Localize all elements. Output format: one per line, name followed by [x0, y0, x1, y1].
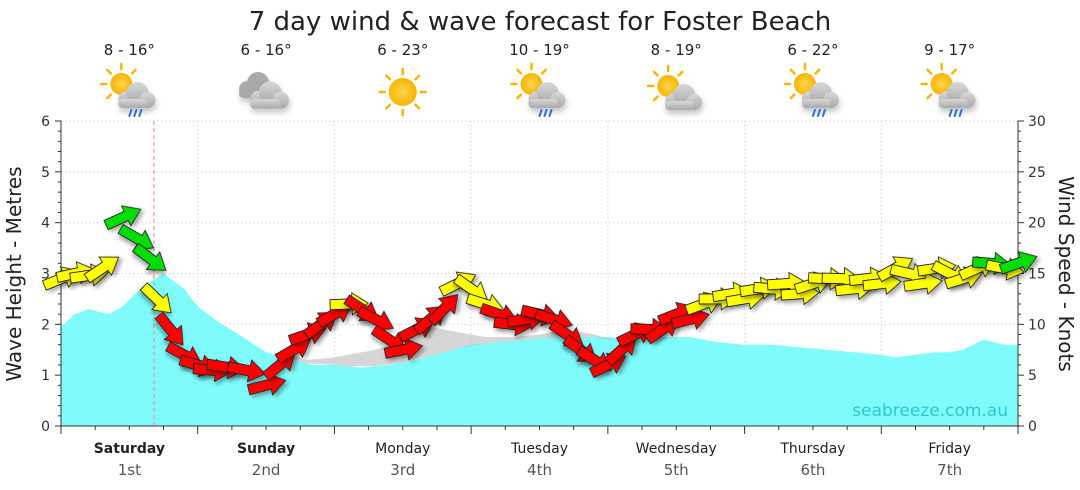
cloud-icon — [239, 72, 290, 109]
wind-arrow — [998, 250, 1038, 275]
cloud-sun-rain-icon — [783, 62, 839, 117]
y-right-tick-label: 0 — [1028, 419, 1037, 435]
cloud-sun-rain-icon — [100, 62, 156, 117]
day-date-label: 1st — [118, 461, 141, 479]
y-left-tick-label: 2 — [41, 317, 50, 333]
wind-arrow — [83, 256, 120, 284]
wind-arrow — [226, 359, 267, 383]
day-temperature: 10 - 19° — [509, 41, 570, 59]
day-date-label: 4th — [527, 461, 552, 479]
y-left-tick-label: 4 — [41, 216, 50, 232]
y-left-tick-label: 5 — [41, 165, 50, 181]
chart-title: 7 day wind & wave forecast for Foster Be… — [249, 7, 832, 37]
wave-height-area — [61, 273, 1018, 426]
y-right-tick-label: 30 — [1028, 114, 1046, 130]
y-right-tick-label: 5 — [1028, 368, 1037, 384]
day-name-label: Thursday — [779, 441, 845, 457]
wind-arrow — [103, 205, 142, 231]
day-name-label: Tuesday — [510, 441, 568, 457]
y-left-tick-label: 0 — [41, 419, 50, 435]
day-date-label: 7th — [937, 461, 962, 479]
day-date-label: 5th — [664, 461, 689, 479]
day-name-label: Saturday — [94, 441, 165, 457]
axes: 0 1 2 3 4 5 6 0 5 10 15 20 25 30 — [41, 114, 1046, 435]
y-left-tick-label: 6 — [41, 114, 50, 130]
day-name-label: Wednesday — [636, 441, 717, 457]
day-name-label: Sunday — [237, 441, 295, 457]
day-name-label: Friday — [928, 441, 970, 457]
y-axis-right-label: Wind Speed - Knots — [1054, 176, 1078, 372]
day-header-row: 8 - 16° 6 - 16° 6 - 23° 10 - 19° 8 - 19° 6 - … — [100, 41, 976, 117]
y-left-tick-label: 3 — [41, 267, 50, 283]
wind-arrow — [903, 271, 943, 295]
y-left-tick-label: 1 — [41, 368, 50, 384]
wind-arrows — [41, 205, 1038, 396]
day-temperature: 6 - 23° — [377, 41, 428, 59]
y-right-tick-label: 10 — [1028, 317, 1046, 333]
wind-arrow — [131, 242, 167, 271]
wind-arrow — [154, 311, 184, 346]
sun-icon — [378, 67, 428, 117]
cloud-sun-rain-icon — [920, 62, 976, 117]
wind-arrow — [427, 294, 459, 327]
y-axis-left-label: Wave Height - Metres — [2, 166, 26, 381]
watermark: seabreeze.com.au — [852, 401, 1008, 421]
wind-arrow — [383, 337, 424, 361]
day-temperature: 8 - 19° — [651, 41, 702, 59]
cloud-sun-rain-icon — [510, 62, 566, 117]
y-right-tick-label: 25 — [1028, 165, 1046, 181]
day-temperature: 6 - 22° — [787, 41, 838, 59]
day-temperature: 9 - 17° — [924, 41, 975, 59]
day-date-label: 3rd — [390, 461, 415, 479]
wind-arrow — [139, 282, 172, 314]
x-axis-labels: Saturday 1st Sunday 2nd Monday 3rd Tuesday 4th W… — [94, 441, 971, 479]
day-temperature: 6 - 16° — [241, 41, 292, 59]
day-date-label: 6th — [800, 461, 825, 479]
y-right-tick-label: 15 — [1028, 267, 1046, 283]
cloud-sun-icon — [646, 64, 703, 110]
day-name-label: Monday — [375, 441, 430, 457]
day-date-label: 2nd — [252, 461, 281, 479]
y-right-tick-label: 20 — [1028, 216, 1046, 232]
day-temperature: 8 - 16° — [104, 41, 155, 59]
